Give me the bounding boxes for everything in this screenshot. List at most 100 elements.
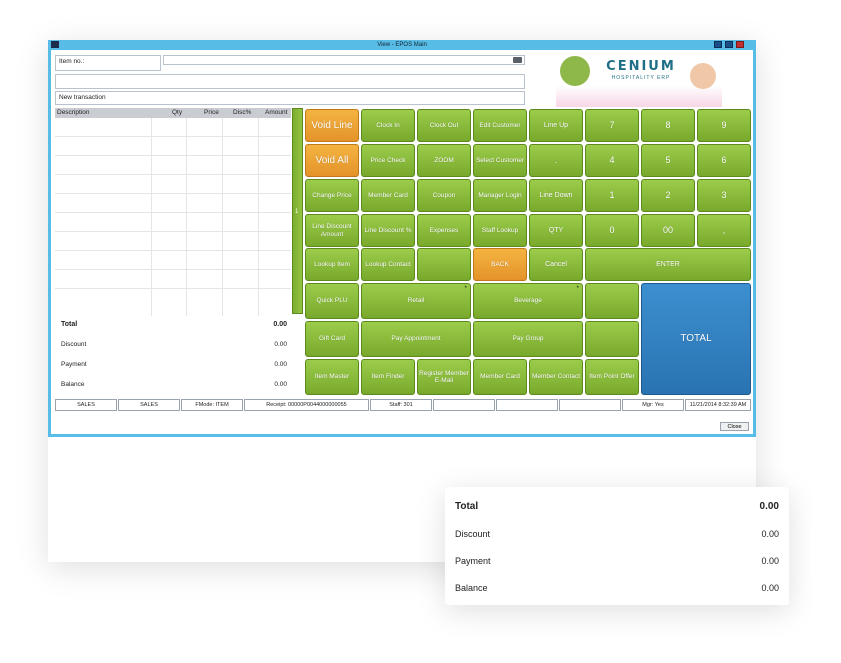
grid-col-divider xyxy=(151,118,152,316)
panel-divider[interactable]: 1 xyxy=(292,108,303,314)
grid-col-divider xyxy=(222,118,223,316)
key-00[interactable]: 00 xyxy=(641,214,695,247)
member-card-button[interactable]: Member Card xyxy=(361,179,415,212)
cenium-logo: CENIUM HOSPITALITY ERP xyxy=(556,53,722,107)
back-button[interactable]: BACK xyxy=(473,248,527,281)
edit-customer-button[interactable]: Edit Customer xyxy=(473,109,527,142)
key-3[interactable]: 3 xyxy=(697,179,751,212)
key-dot[interactable]: . xyxy=(529,144,583,177)
register-member-email-button[interactable]: Register Member E-Mail xyxy=(417,359,471,395)
keyboard-icon[interactable] xyxy=(513,57,522,63)
coupon-button[interactable]: Coupon xyxy=(417,179,471,212)
minimize-icon[interactable] xyxy=(714,41,722,48)
zoom-button[interactable]: ZOOM xyxy=(417,144,471,177)
epos-window: View - EPOS Main Item no.: New transacti… xyxy=(48,40,756,437)
change-price-button[interactable]: Change Price xyxy=(305,179,359,212)
item-point-offer-button[interactable]: Item Point Offer xyxy=(585,359,639,395)
zoom-balance-row: Balance 0.00 xyxy=(455,583,779,593)
gift-card-button[interactable]: Gift Card xyxy=(305,321,359,357)
item-no-input[interactable] xyxy=(163,55,525,65)
key-1[interactable]: 1 xyxy=(585,179,639,212)
clock-out-button[interactable]: Clock Out xyxy=(417,109,471,142)
empty-button-2[interactable] xyxy=(585,283,639,319)
line-discount-pct-button[interactable]: Line Discount % xyxy=(361,214,415,247)
manager-login-button[interactable]: Manager Login xyxy=(473,179,527,212)
zoom-discount-value: 0.00 xyxy=(761,529,779,539)
discount-label: Discount xyxy=(61,341,87,348)
grid-row-divider xyxy=(55,250,291,251)
member-contact-button[interactable]: Member Contact xyxy=(529,359,583,395)
status-cell: FMode: ITEM xyxy=(181,399,243,411)
maximize-icon[interactable] xyxy=(725,41,733,48)
status-cell xyxy=(496,399,558,411)
app-icon xyxy=(51,41,59,48)
key-7[interactable]: 7 xyxy=(585,109,639,142)
zoom-total-value: 0.00 xyxy=(759,501,779,512)
beverage-button[interactable]: Beverage * xyxy=(473,283,583,319)
status-cell: 11/21/2014 8:32:39 AM xyxy=(685,399,751,411)
key-8[interactable]: 8 xyxy=(641,109,695,142)
key-comma[interactable]: , xyxy=(697,214,751,247)
status-cell: Mgr: Yes xyxy=(622,399,684,411)
select-customer-button[interactable]: Select Customer xyxy=(473,144,527,177)
logo-tagline: HOSPITALITY ERP xyxy=(611,75,671,81)
enter-button[interactable]: ENTER xyxy=(585,248,751,281)
line-up-button[interactable]: Line Up xyxy=(529,109,583,142)
void-all-button[interactable]: Void All xyxy=(305,144,359,177)
key-9[interactable]: 9 xyxy=(697,109,751,142)
retail-button[interactable]: Retail * xyxy=(361,283,471,319)
grid-row-divider xyxy=(55,174,291,175)
zoom-balance-value: 0.00 xyxy=(761,583,779,593)
close-button[interactable]: Close xyxy=(720,422,749,431)
clock-in-button[interactable]: Clock In xyxy=(361,109,415,142)
item-finder-button[interactable]: Item Finder xyxy=(361,359,415,395)
empty-button-3[interactable] xyxy=(585,321,639,357)
total-label: Total xyxy=(61,321,78,328)
item-master-button[interactable]: Item Master xyxy=(305,359,359,395)
close-icon[interactable] xyxy=(736,41,744,48)
key-2[interactable]: 2 xyxy=(641,179,695,212)
void-line-button[interactable]: Void Line xyxy=(305,109,359,142)
balance-label: Balance xyxy=(61,381,85,388)
window-client: Item no.: New transaction CENIUM HOSPITA… xyxy=(51,50,753,434)
balance-row: Balance 0.00 xyxy=(61,381,297,388)
total-button[interactable]: TOTAL xyxy=(641,283,751,395)
grid-row-divider xyxy=(55,212,291,213)
col-description: Description xyxy=(57,109,90,116)
col-price: Price xyxy=(204,109,219,116)
key-0[interactable]: 0 xyxy=(585,214,639,247)
customer-field xyxy=(55,74,525,89)
expenses-button[interactable]: Expenses xyxy=(417,214,471,247)
quick-plu-button[interactable]: Quick PLU xyxy=(305,283,359,319)
price-check-button[interactable]: Price Check xyxy=(361,144,415,177)
empty-button[interactable] xyxy=(417,248,471,281)
line-discount-amount-button[interactable]: Line Discount Amount xyxy=(305,214,359,247)
zoom-payment-value: 0.00 xyxy=(761,556,779,566)
grid-row-divider xyxy=(55,231,291,232)
retail-label: Retail xyxy=(407,297,425,305)
key-5[interactable]: 5 xyxy=(641,144,695,177)
lookup-item-button[interactable]: Lookup Item xyxy=(305,248,359,281)
staff-lookup-button[interactable]: Staff Lookup xyxy=(473,214,527,247)
status-cell xyxy=(433,399,495,411)
status-cell: SALES xyxy=(55,399,117,411)
grid-col-divider xyxy=(186,118,187,316)
zoom-discount-row: Discount 0.00 xyxy=(455,529,779,539)
cancel-button[interactable]: Cancel xyxy=(529,248,583,281)
col-amount: Amount xyxy=(265,109,288,116)
status-bar: SALES SALES FMode: ITEM Receipt: 00000P0… xyxy=(55,399,751,411)
line-down-button[interactable]: Line Down xyxy=(529,179,583,212)
member-card-button-2[interactable]: Member Card xyxy=(473,359,527,395)
zoom-discount-label: Discount xyxy=(455,529,491,539)
qty-button[interactable]: QTY xyxy=(529,214,583,247)
payment-row: Payment 0.00 xyxy=(61,361,297,368)
pay-appointment-button[interactable]: Pay Appointment xyxy=(361,321,471,357)
status-cell: Staff: 301 xyxy=(370,399,432,411)
lookup-contact-button[interactable]: Lookup Contact xyxy=(361,248,415,281)
retail-star: * xyxy=(464,285,467,292)
item-grid[interactable] xyxy=(55,118,291,316)
zoom-total-row: Total 0.00 xyxy=(455,501,779,512)
pay-group-button[interactable]: Pay Group xyxy=(473,321,583,357)
key-6[interactable]: 6 xyxy=(697,144,751,177)
key-4[interactable]: 4 xyxy=(585,144,639,177)
